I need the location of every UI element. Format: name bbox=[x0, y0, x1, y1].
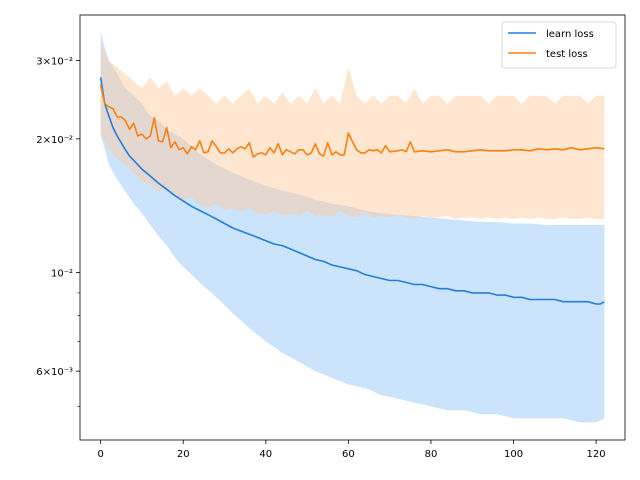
series-lines bbox=[99, 77, 605, 305]
y-axis: 3×10⁻² 2×10⁻² 10⁻² 6×10⁻³ bbox=[36, 57, 80, 407]
y-tick-label: 2×10⁻² bbox=[36, 135, 73, 146]
plot-frame bbox=[79, 14, 626, 441]
line-series-1 bbox=[99, 84, 605, 158]
x-axis: 0 20 40 60 80 100 120 bbox=[97, 440, 606, 460]
y-tick-label: 10⁻² bbox=[51, 269, 73, 280]
y-tick-label: 6×10⁻³ bbox=[36, 367, 73, 378]
x-tick-label: 20 bbox=[177, 449, 190, 460]
legend-label: learn loss bbox=[546, 29, 594, 40]
line-series-0 bbox=[99, 77, 605, 305]
y-tick-label: 3×10⁻² bbox=[36, 57, 73, 68]
band-series-0 bbox=[100, 30, 605, 423]
confidence-bands bbox=[100, 30, 605, 423]
legend: learn loss test loss bbox=[501, 21, 617, 69]
x-tick-label: 120 bbox=[587, 449, 606, 460]
x-tick-label: 60 bbox=[342, 449, 355, 460]
x-tick-label: 40 bbox=[259, 449, 272, 460]
x-tick-label: 100 bbox=[504, 449, 523, 460]
x-tick-label: 80 bbox=[425, 449, 438, 460]
x-tick-label: 0 bbox=[97, 449, 103, 460]
band-series-1 bbox=[100, 42, 605, 220]
legend-label: test loss bbox=[546, 49, 588, 60]
